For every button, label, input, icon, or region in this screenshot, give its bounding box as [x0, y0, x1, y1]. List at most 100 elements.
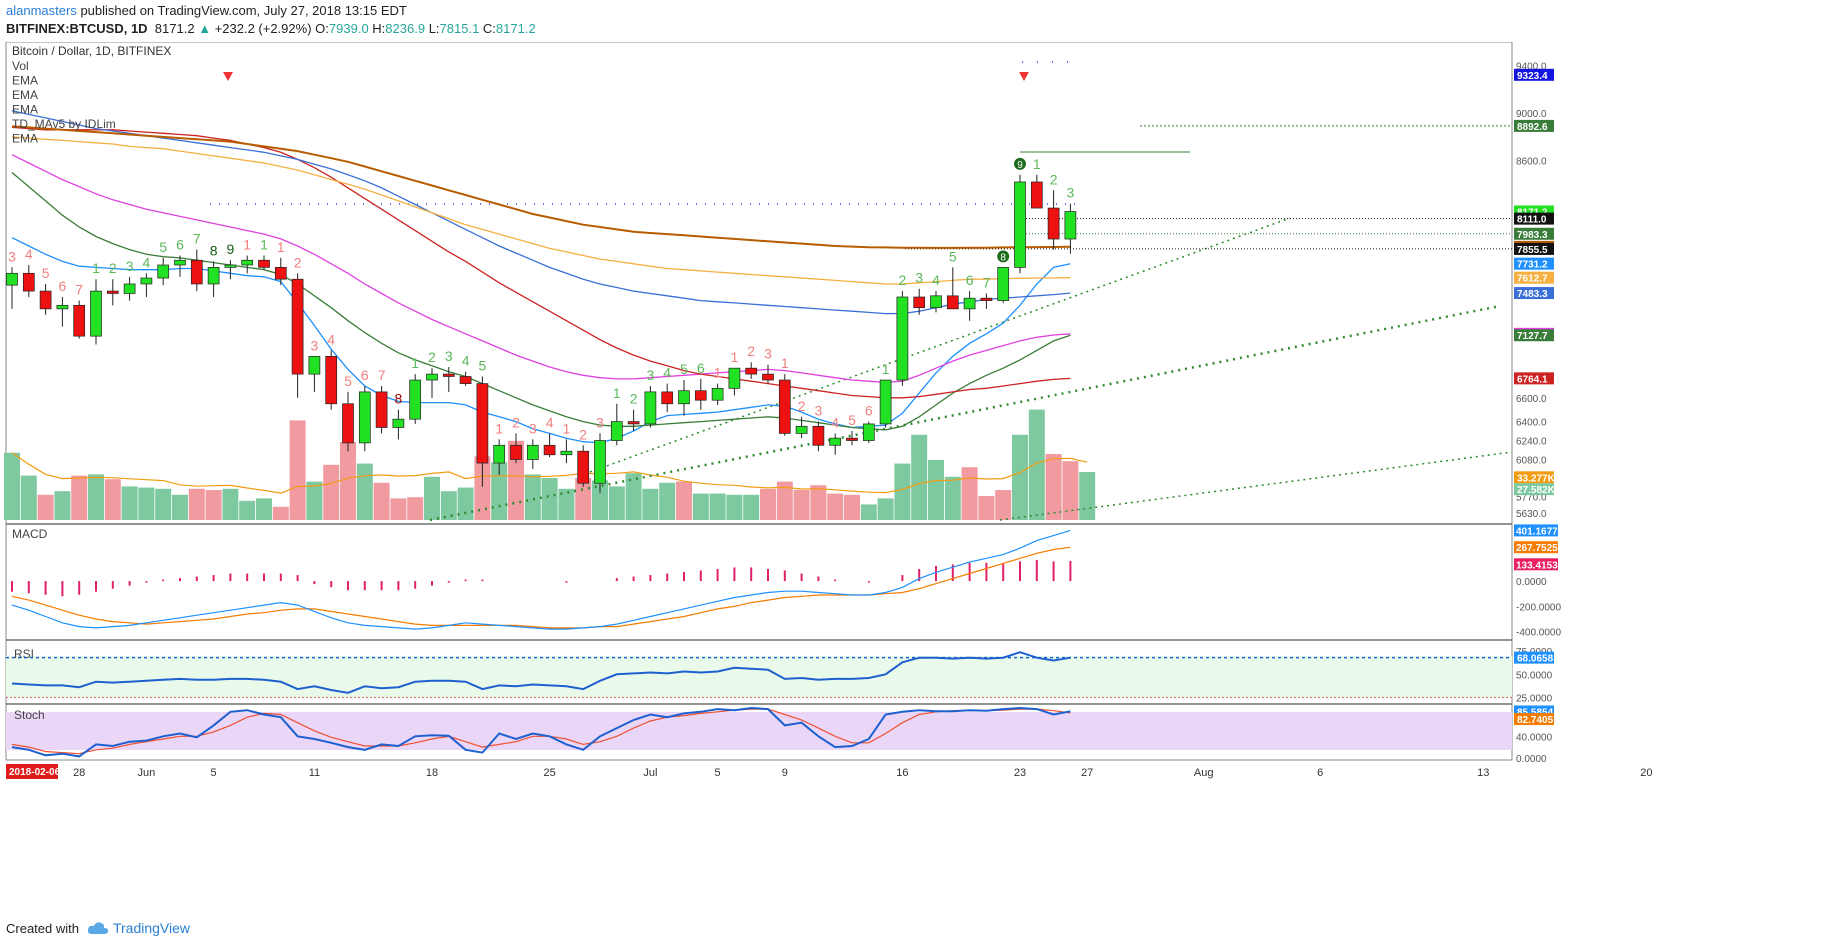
volume-bar	[944, 476, 961, 520]
rsi-badge-label: 68.0658	[1517, 654, 1554, 665]
price-chart[interactable]: 3 456 71 2 3 45 6 78 9 1 1 123 45 6 781 2 3 4 51 2 3 4 1 231 23 4…	[0, 42, 1828, 914]
td-count-label: 2	[630, 391, 638, 407]
sell-arrow-icon	[223, 72, 233, 81]
volume-bar	[54, 491, 71, 520]
tradingview-logo[interactable]: TradingView	[87, 920, 190, 936]
volume-bar	[575, 478, 592, 520]
volume-bar	[1045, 454, 1062, 520]
volume-bar	[155, 488, 172, 520]
candle-body	[711, 387, 724, 401]
plot-frame	[5, 42, 1513, 761]
price-badge	[1514, 257, 1554, 270]
volume-bar	[323, 464, 340, 520]
volume-bar	[340, 442, 356, 520]
volume-bar	[676, 481, 692, 520]
price-badge	[1514, 68, 1554, 81]
ema-line-darkgreen	[11, 172, 1071, 431]
candle-body	[946, 295, 959, 310]
volume-bar	[877, 498, 894, 520]
candle-body	[493, 444, 506, 464]
close-label: C:	[482, 21, 496, 36]
trendline-minor	[589, 217, 1291, 473]
symbol: BITFINEX:BTCUSD, 1D	[6, 21, 148, 36]
price-tick-label: 8600.0	[1516, 157, 1547, 168]
td-count-label: 2	[1050, 171, 1058, 187]
created-with-text: Created with	[6, 920, 79, 936]
candle-body	[224, 264, 237, 268]
time-tick-label: Aug	[1194, 767, 1214, 779]
price-tick-label: 9400.0	[1516, 62, 1547, 73]
ema-line-blue-slow	[11, 110, 1071, 315]
candle-body	[123, 283, 136, 294]
author-link[interactable]: alanmasters	[6, 3, 77, 18]
candle-body	[342, 403, 354, 444]
volume-bar	[407, 497, 424, 520]
price-tick-label: 9000.0	[1516, 109, 1547, 120]
td-count-label: 4	[143, 254, 151, 270]
price-badge-label: 7483.3	[1517, 289, 1548, 300]
td-setup-circle	[997, 250, 1010, 263]
legend-item: EMA	[12, 88, 38, 102]
td-count-label: 3	[8, 248, 16, 264]
stoch-band	[6, 712, 1512, 750]
change-value: +232.2 (+2.92%)	[214, 21, 312, 36]
td-count-label: 5	[949, 248, 957, 264]
volume-bar	[4, 452, 20, 520]
rsi-band	[6, 656, 1512, 698]
time-tick-label: 5	[715, 767, 721, 779]
candle-body	[174, 259, 186, 266]
time-tick-label: Jun	[138, 767, 156, 779]
td-count-label: 2	[428, 349, 436, 365]
td-count-label: 1	[277, 239, 285, 255]
candle-body	[577, 450, 590, 484]
time-tick-label: 23	[1014, 767, 1026, 779]
candle-body	[56, 304, 69, 310]
volume-bar	[121, 486, 138, 520]
volume-bar	[743, 494, 760, 520]
macd-badge-label: 401.1677	[1516, 526, 1558, 537]
volume-bar	[424, 476, 440, 520]
macd-badge	[1514, 541, 1558, 554]
td-count-label: 5	[680, 361, 688, 377]
candle-body	[829, 437, 842, 446]
rsi-tick-label: 50.0000	[1516, 670, 1553, 681]
legend-item: EMA	[12, 103, 38, 117]
td-count-label: 3	[596, 414, 604, 430]
td-count-label: 1	[260, 236, 268, 252]
price-badge-label: 33.277K	[1517, 473, 1556, 484]
macd-badge-label: 133.4153	[1516, 560, 1558, 571]
price-badge	[1514, 483, 1554, 496]
td-count-label: 4	[831, 414, 839, 430]
candle-body	[358, 391, 371, 444]
volume-bar	[726, 494, 743, 520]
candle-body	[997, 267, 1010, 301]
volume-bar	[1079, 472, 1096, 520]
volume-bar	[440, 491, 457, 520]
legend-item: Vol	[12, 59, 29, 73]
candle-body	[930, 295, 942, 309]
volume-bar	[138, 487, 155, 520]
td-count-label: 3	[529, 420, 537, 436]
td-count-label: 4	[663, 365, 671, 381]
volume-bar	[272, 506, 289, 520]
volume-bar	[1012, 434, 1028, 520]
rsi-label: RSI	[14, 647, 34, 661]
volume-bar	[760, 488, 776, 520]
price-tick-label: 6240.0	[1516, 437, 1547, 448]
stoch-badge-label: 85.5854	[1517, 707, 1554, 718]
candle-body	[762, 373, 774, 381]
volume-bar	[306, 481, 323, 520]
candle-body	[560, 450, 573, 456]
price-badge	[1514, 119, 1554, 132]
td-count-label: 8	[395, 391, 403, 407]
candle-body	[207, 267, 220, 285]
volume-bar	[625, 473, 642, 520]
volume-bar	[474, 456, 491, 520]
td-count-label: 1	[714, 365, 722, 381]
macd-tick-label: -400.0000	[1516, 628, 1561, 639]
macd-tick-label: -200.0000	[1516, 602, 1561, 613]
td-count-label: 9	[227, 241, 235, 257]
low-value: 7815.1	[439, 21, 480, 36]
td-count-label: 6	[966, 272, 974, 288]
price-badge-label: 7127.7	[1517, 331, 1548, 342]
